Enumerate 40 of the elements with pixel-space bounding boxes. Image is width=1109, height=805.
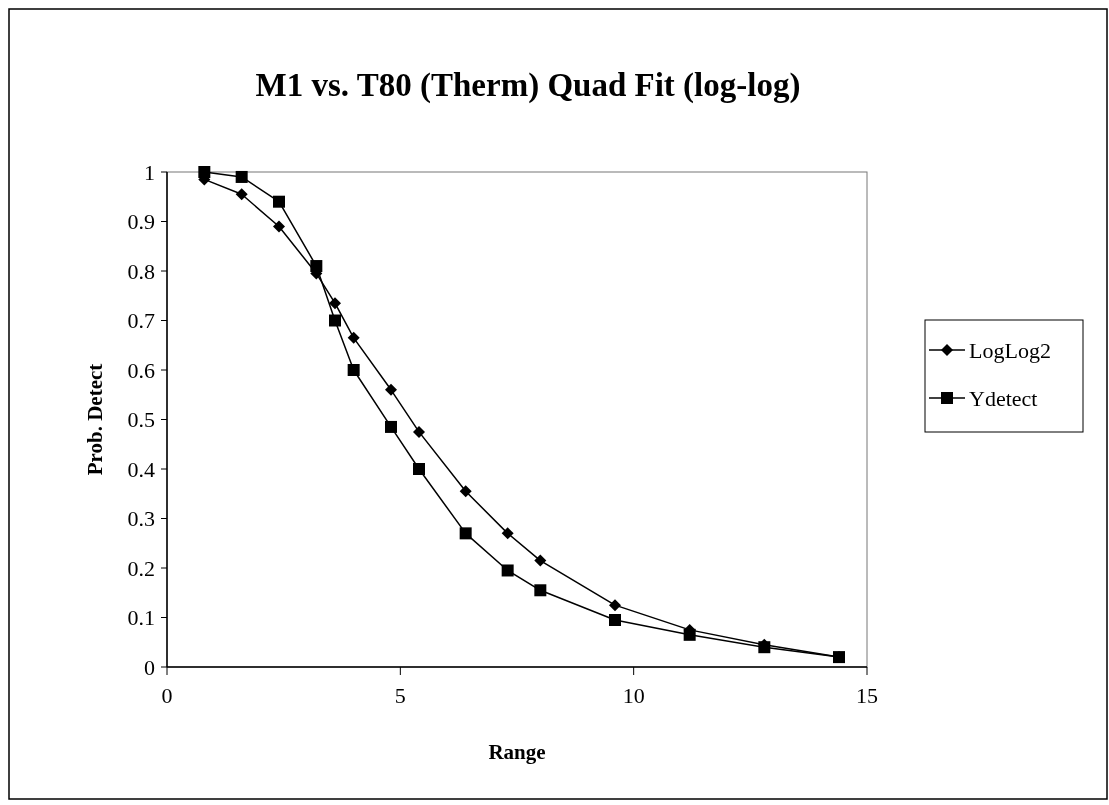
y-tick-label: 0.7 <box>127 308 155 334</box>
y-tick-label: 0.9 <box>127 209 155 235</box>
point <box>534 554 547 567</box>
y-tick-label: 0.8 <box>127 258 155 284</box>
point <box>235 188 248 201</box>
chart-title: M1 vs. T80 (Therm) Quad Fit (log-log) <box>255 67 801 104</box>
legend-label: Ydetect <box>969 385 1038 411</box>
y-tick-label: 0.1 <box>127 605 155 631</box>
point <box>347 364 360 376</box>
y-tick-label: 0.2 <box>127 555 155 581</box>
point <box>413 425 425 438</box>
x-tick-label: 0 <box>161 683 173 708</box>
y-tick-label: 0 <box>144 654 155 680</box>
point <box>273 195 285 208</box>
x-tick-label: 5 <box>394 683 406 708</box>
point <box>273 220 285 233</box>
point <box>235 170 248 183</box>
point <box>501 527 514 540</box>
point <box>329 297 341 310</box>
point <box>501 564 514 577</box>
point <box>459 485 472 498</box>
point <box>347 331 360 344</box>
y-tick-label: 1 <box>144 159 155 185</box>
point <box>385 383 397 396</box>
point <box>459 527 472 540</box>
x-tick-label: 15 <box>856 683 878 708</box>
y-tick-label: 0.3 <box>127 506 155 532</box>
point <box>329 314 341 327</box>
y-tick-label: 0.4 <box>127 456 155 482</box>
point <box>609 599 621 612</box>
legend-label: LogLog2 <box>969 337 1051 363</box>
point <box>413 463 425 475</box>
y-tick-label: 0.6 <box>127 357 155 383</box>
y-axis-title: Prob. Detect <box>83 363 107 476</box>
point <box>609 613 621 626</box>
x-tick-label: 10 <box>622 683 645 708</box>
point <box>385 420 397 433</box>
x-axis-title: Range <box>488 740 546 764</box>
y-tick-label: 0.5 <box>127 407 155 433</box>
point <box>534 584 547 597</box>
